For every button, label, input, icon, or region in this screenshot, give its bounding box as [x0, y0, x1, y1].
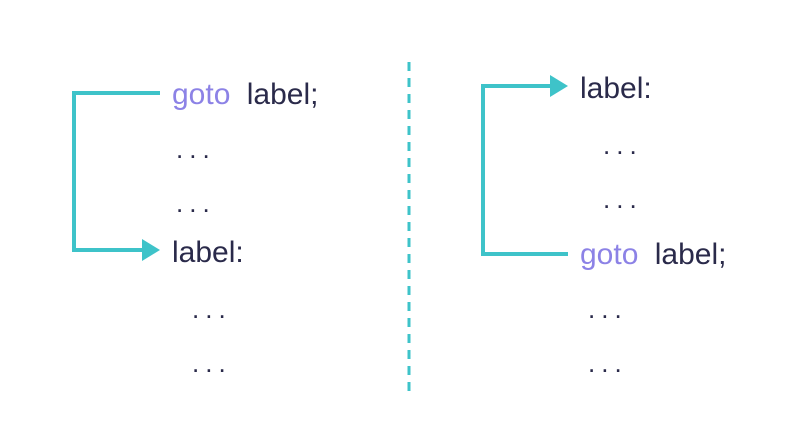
right-panel: label: ... ... goto label; ... ... [481, 72, 726, 378]
left-goto-statement: goto label; [172, 78, 318, 111]
left-goto-keyword: goto [172, 78, 230, 111]
right-dots-1: ... [603, 130, 643, 160]
left-dots-1: ... [176, 134, 216, 164]
right-arrow-head [550, 75, 568, 97]
left-forward-arrow [72, 91, 160, 252]
left-label: label: [172, 236, 244, 269]
right-goto-target: label; [655, 238, 727, 271]
left-dots-4: ... [192, 348, 232, 378]
right-dots-2: ... [603, 184, 643, 214]
left-goto-target: label; [247, 78, 319, 111]
right-dots-4: ... [588, 348, 628, 378]
right-label: label: [580, 72, 652, 105]
right-dots-3: ... [588, 294, 628, 324]
right-backward-arrow [481, 84, 568, 256]
left-dots-2: ... [176, 188, 216, 218]
left-dots-3: ... [192, 294, 232, 324]
left-panel: goto label; ... ... label: ... ... [72, 78, 318, 378]
right-goto-statement: goto label; [580, 238, 726, 271]
left-arrow-head [142, 239, 160, 261]
right-goto-keyword: goto [580, 238, 638, 271]
